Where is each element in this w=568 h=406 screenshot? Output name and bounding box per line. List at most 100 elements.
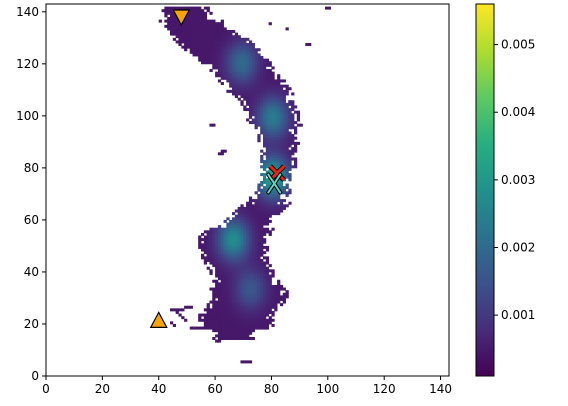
heat-cell bbox=[229, 232, 233, 236]
heat-cell bbox=[277, 282, 281, 286]
heat-cell bbox=[217, 48, 222, 52]
heat-cell bbox=[277, 180, 281, 184]
heat-cell bbox=[263, 180, 267, 184]
heat-cell bbox=[246, 37, 250, 41]
heat-cell bbox=[215, 261, 219, 265]
heat-cell bbox=[246, 360, 250, 364]
heat-cell bbox=[254, 56, 258, 60]
heat-cell bbox=[294, 149, 298, 153]
heat-cell bbox=[271, 274, 275, 278]
heat-cell bbox=[234, 214, 239, 218]
heat-cell bbox=[268, 141, 272, 145]
heat-cell bbox=[234, 287, 239, 291]
heat-cell bbox=[203, 45, 208, 49]
heat-cell bbox=[254, 58, 258, 62]
heat-cell bbox=[223, 282, 227, 286]
heat-cell bbox=[226, 235, 230, 239]
heat-cell bbox=[254, 126, 258, 130]
heat-cell bbox=[220, 232, 224, 236]
heat-cell bbox=[257, 113, 261, 117]
heat-cell bbox=[251, 308, 255, 312]
heat-cell bbox=[268, 284, 272, 288]
heat-cell bbox=[251, 316, 255, 320]
heat-cell bbox=[246, 300, 250, 304]
heat-cell bbox=[181, 27, 185, 31]
heat-cell bbox=[282, 297, 286, 301]
heat-cell bbox=[206, 318, 210, 322]
heat-cell bbox=[175, 32, 179, 36]
heat-cell bbox=[237, 321, 241, 325]
heat-cell bbox=[223, 334, 227, 338]
heat-cell bbox=[285, 102, 289, 106]
heat-cell bbox=[268, 139, 272, 143]
heat-cell bbox=[288, 141, 292, 145]
heat-cell bbox=[268, 282, 272, 286]
heat-cell bbox=[189, 305, 193, 309]
heat-cell bbox=[254, 318, 258, 322]
heat-cell bbox=[268, 292, 272, 296]
heat-cell bbox=[291, 92, 295, 96]
heat-cell bbox=[240, 282, 244, 286]
heat-cell bbox=[248, 102, 253, 106]
heat-cell bbox=[192, 326, 196, 330]
heat-cell bbox=[254, 295, 258, 299]
heat-cell bbox=[265, 144, 270, 148]
heat-cell bbox=[274, 154, 278, 158]
heat-cell bbox=[192, 40, 196, 44]
heat-cell bbox=[265, 110, 270, 114]
heat-cell bbox=[257, 290, 261, 294]
heat-cell bbox=[263, 186, 267, 190]
heat-cell bbox=[263, 251, 267, 255]
heat-cell bbox=[232, 284, 236, 288]
heat-cell bbox=[217, 339, 222, 343]
heat-cell bbox=[260, 248, 264, 252]
heat-cell bbox=[257, 84, 261, 88]
heat-cell bbox=[243, 297, 247, 301]
heat-cell bbox=[237, 56, 241, 60]
heat-cell bbox=[223, 32, 227, 36]
heat-cell bbox=[184, 43, 188, 47]
heat-cell bbox=[279, 141, 284, 145]
heat-cell bbox=[285, 144, 289, 148]
heat-cell bbox=[260, 230, 264, 234]
heat-cell bbox=[282, 134, 286, 138]
heat-cell bbox=[234, 222, 239, 226]
heat-cell bbox=[206, 43, 210, 47]
heat-cell bbox=[285, 128, 289, 132]
heat-cell bbox=[271, 196, 275, 200]
heat-cell bbox=[263, 219, 267, 223]
heat-cell bbox=[220, 292, 224, 296]
heat-cell bbox=[195, 53, 199, 57]
heat-cell bbox=[189, 24, 193, 28]
heat-cell bbox=[254, 48, 258, 52]
heat-cell bbox=[226, 274, 230, 278]
heat-cell bbox=[265, 227, 270, 231]
heat-cell bbox=[274, 87, 278, 91]
heat-cell bbox=[277, 102, 281, 106]
heat-cell bbox=[229, 336, 233, 340]
heat-cell bbox=[257, 282, 261, 286]
heat-cell bbox=[251, 43, 255, 47]
heat-cell bbox=[215, 243, 219, 247]
heat-cell bbox=[195, 32, 199, 36]
heat-cell bbox=[212, 40, 216, 44]
heat-cell bbox=[237, 274, 241, 278]
heat-cell bbox=[279, 206, 284, 210]
heat-cell bbox=[285, 89, 289, 93]
heat-cell bbox=[285, 183, 289, 187]
heat-cell bbox=[226, 45, 230, 49]
heat-cell bbox=[240, 204, 244, 208]
heat-cell bbox=[271, 134, 275, 138]
heat-cell bbox=[279, 113, 284, 117]
heat-cell bbox=[234, 336, 239, 340]
heat-cell bbox=[257, 69, 261, 73]
x-tick-label: 140 bbox=[429, 382, 452, 396]
heat-cell bbox=[203, 318, 208, 322]
heat-cell bbox=[223, 297, 227, 301]
heat-cell bbox=[268, 134, 272, 138]
heat-cell bbox=[265, 222, 270, 226]
heat-cell bbox=[220, 230, 224, 234]
heat-cell bbox=[220, 308, 224, 312]
heat-cell bbox=[271, 110, 275, 114]
heat-cell bbox=[279, 199, 284, 203]
